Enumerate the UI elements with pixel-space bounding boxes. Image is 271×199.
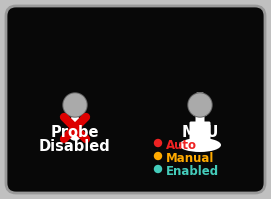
Circle shape (154, 139, 162, 146)
Text: Disabled: Disabled (39, 139, 111, 154)
Text: Auto: Auto (166, 139, 197, 152)
Ellipse shape (179, 138, 221, 152)
FancyBboxPatch shape (6, 6, 265, 193)
Text: Probe: Probe (51, 125, 99, 140)
Text: Enabled: Enabled (166, 165, 219, 178)
Circle shape (154, 152, 162, 160)
Circle shape (64, 94, 86, 116)
FancyBboxPatch shape (189, 122, 211, 140)
Circle shape (63, 93, 87, 117)
Text: Manual: Manual (166, 152, 214, 165)
Circle shape (188, 93, 212, 117)
FancyBboxPatch shape (195, 112, 205, 126)
Circle shape (154, 166, 162, 173)
FancyBboxPatch shape (196, 93, 204, 103)
FancyBboxPatch shape (193, 100, 207, 116)
Circle shape (189, 94, 211, 116)
FancyBboxPatch shape (71, 117, 79, 137)
Circle shape (69, 128, 81, 140)
Text: MCU: MCU (181, 125, 219, 140)
